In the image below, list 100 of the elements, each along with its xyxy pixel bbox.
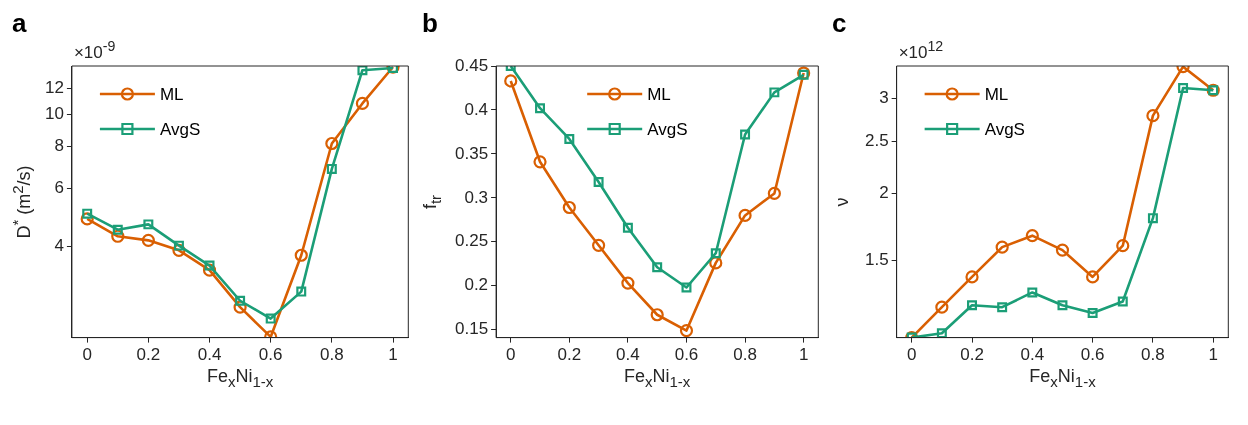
x-tick-label: 0.2: [960, 345, 984, 365]
y-tick-label: 12: [44, 77, 64, 97]
point: [1087, 307, 1098, 318]
x-tick-label: 0.2: [136, 345, 161, 365]
x-tick-label: 0.4: [616, 345, 640, 365]
chart-title: c: [832, 8, 847, 39]
x-tick-label: 0: [906, 345, 917, 365]
legend-label: ML: [647, 84, 671, 104]
point: [173, 240, 184, 251]
y-tick-label: 0.2: [464, 275, 489, 295]
x-tick-label: 0.6: [674, 345, 699, 365]
point: [1116, 239, 1130, 253]
point: [997, 302, 1008, 313]
point: [325, 136, 339, 151]
chart-title: b: [422, 8, 438, 39]
point: [535, 103, 546, 114]
y-tick-label: 3: [879, 88, 889, 108]
point: [681, 282, 692, 293]
x-tick-label: 1: [388, 345, 398, 365]
y-tick-label: 10: [44, 104, 64, 124]
y-tick-label: 0.35: [454, 143, 489, 163]
text: ×10$^{-9}$: [73, 38, 116, 63]
y-tick-label: 2: [879, 183, 889, 203]
point: [709, 256, 723, 270]
x-tick-label: 1: [1208, 345, 1218, 365]
chart-title: a: [12, 8, 27, 39]
x-tick-label: 0.6: [1080, 345, 1105, 365]
point: [592, 238, 606, 252]
point: [995, 240, 1009, 254]
point: [235, 295, 246, 306]
point: [564, 133, 575, 144]
y-tick-label: 0.3: [464, 187, 489, 207]
point: [593, 177, 604, 188]
point: [767, 186, 781, 201]
point: [265, 313, 276, 324]
y-tick-label: 4: [54, 236, 64, 256]
x-tick-label: 0.4: [197, 345, 222, 365]
point: [82, 208, 93, 219]
x-tick-label: 0.8: [1141, 345, 1165, 365]
point: [172, 243, 186, 257]
point: [294, 248, 308, 262]
legend-label: ML: [159, 84, 184, 104]
point: [1117, 296, 1128, 307]
point: [111, 229, 125, 243]
x-tick-label: 0.8: [733, 345, 757, 365]
legend-label: ML: [984, 84, 1009, 104]
point: [202, 263, 217, 277]
point: [80, 212, 94, 226]
point: [1147, 213, 1158, 224]
point: [1178, 83, 1189, 94]
point: [652, 262, 663, 273]
x-tick-label: 0.6: [258, 345, 283, 365]
y-tick-label: 1.5: [864, 250, 889, 270]
point: [650, 308, 664, 322]
legend-label: AvgS: [647, 119, 688, 139]
y-axis-title: ν: [831, 197, 853, 207]
point: [357, 66, 368, 76]
point: [1146, 109, 1160, 123]
point: [143, 219, 154, 230]
point: [740, 129, 751, 140]
y-tick-label: 0.4: [464, 99, 489, 119]
point: [936, 328, 947, 338]
point: [326, 163, 337, 174]
point: [355, 96, 370, 111]
point: [204, 260, 215, 271]
y-tick-label: 0.15: [454, 319, 489, 339]
point: [1086, 270, 1100, 284]
point: [1027, 287, 1038, 298]
x-tick-label: 0.2: [557, 345, 582, 365]
text: ×10$^{12}$: [898, 38, 944, 63]
y-tick-label: 0.25: [454, 231, 489, 251]
point: [562, 200, 576, 215]
x-axis-title: Fe$_{x}$Ni$_{1-x}$: [206, 365, 274, 390]
x-tick-label: 0.8: [320, 345, 344, 365]
y-tick-label: 6: [54, 177, 64, 197]
point: [112, 224, 123, 235]
point: [233, 300, 247, 314]
point: [504, 74, 518, 88]
point: [1025, 229, 1039, 243]
legend-label: AvgS: [159, 119, 201, 139]
point: [967, 300, 977, 311]
x-tick-label: 0: [82, 345, 92, 365]
x-axis-title: Fe$_{x}$Ni$_{1-x}$: [1029, 365, 1096, 390]
point: [935, 300, 949, 314]
point: [622, 222, 633, 233]
legend-label: AvgS: [984, 119, 1025, 139]
x-tick-label: 0: [506, 345, 516, 365]
point: [141, 233, 155, 247]
x-axis-title: Fe$_{x}$Ni$_{1-x}$: [624, 365, 691, 390]
x-tick-label: 1: [798, 345, 809, 365]
point: [1057, 300, 1068, 311]
y-tick-label: 8: [54, 136, 64, 156]
point: [710, 248, 721, 259]
point: [621, 276, 635, 290]
point: [679, 323, 694, 338]
x-tick-label: 0.4: [1020, 345, 1045, 365]
point: [296, 286, 307, 297]
point: [965, 270, 979, 284]
point: [769, 87, 780, 98]
point: [1055, 243, 1070, 257]
